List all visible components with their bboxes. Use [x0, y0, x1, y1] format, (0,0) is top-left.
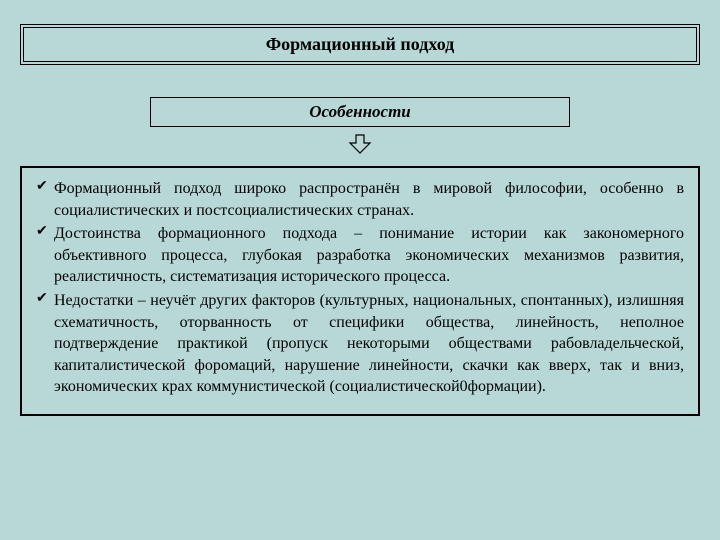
down-arrow-icon — [347, 133, 373, 155]
title-text: Формационный подход — [34, 34, 686, 55]
subtitle-text: Особенности — [161, 102, 559, 122]
bullet-item: Достоинства формационного подхода – пони… — [36, 223, 684, 288]
arrow-container — [20, 133, 700, 160]
bullet-item: Недостатки – неучёт других факторов (кул… — [36, 290, 684, 398]
title-box: Формационный подход — [20, 24, 700, 65]
content-box: Формационный подход широко распространён… — [20, 166, 700, 416]
subtitle-box: Особенности — [150, 97, 570, 127]
bullet-item: Формационный подход широко распространён… — [36, 178, 684, 221]
bullet-list: Формационный подход широко распространён… — [36, 178, 684, 398]
